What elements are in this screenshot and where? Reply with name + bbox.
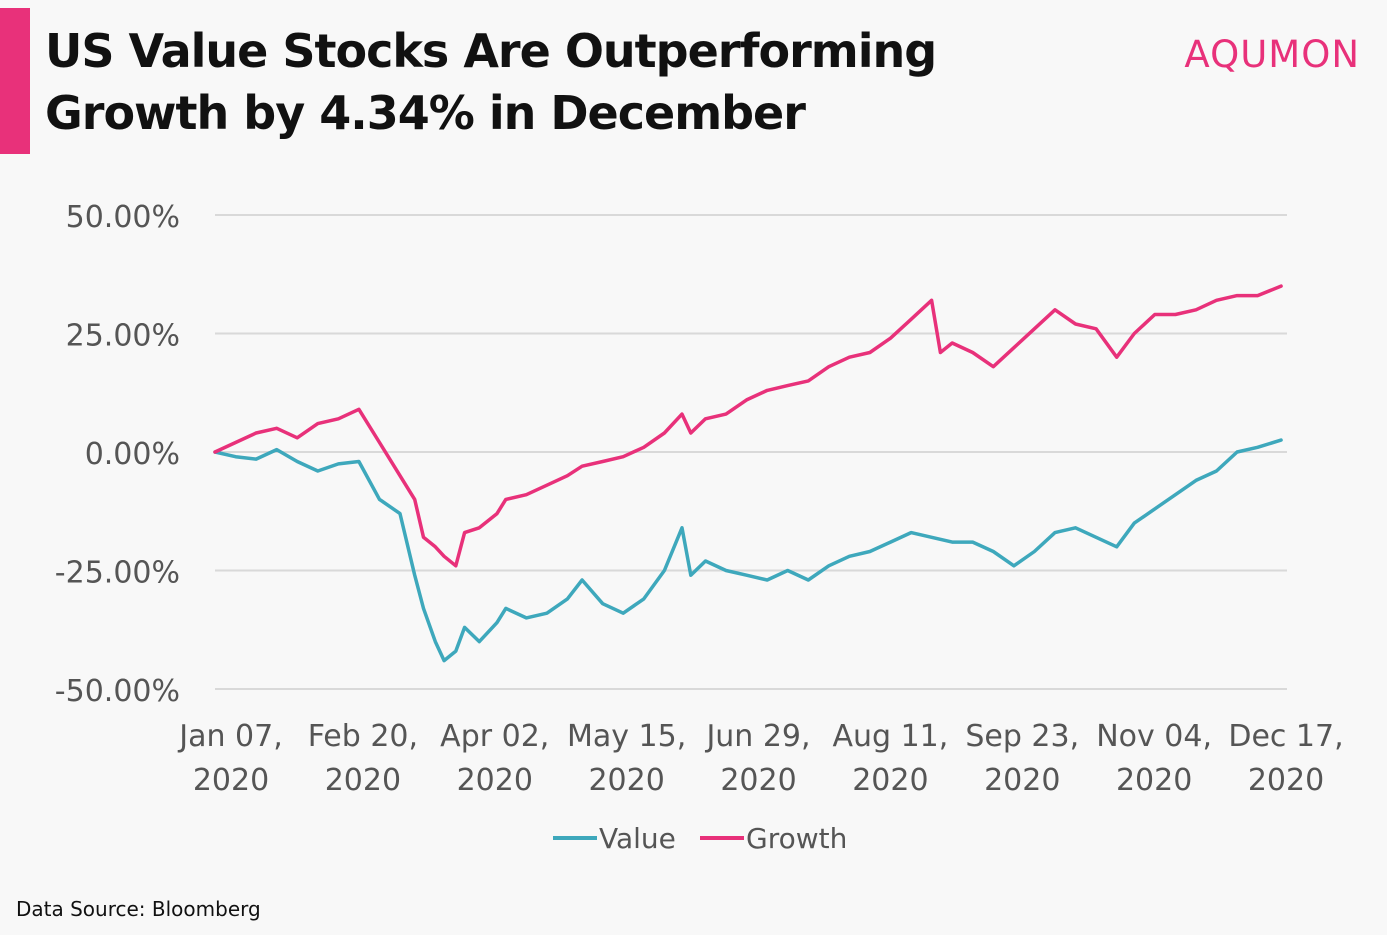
x-tick-label: Aug 11, bbox=[832, 719, 948, 754]
x-tick-label: 2020 bbox=[852, 763, 928, 798]
x-tick-label: 2020 bbox=[588, 763, 664, 798]
y-tick-label: 0.00% bbox=[85, 437, 180, 472]
legend-label: Value bbox=[599, 822, 676, 855]
y-tick-label: -25.00% bbox=[55, 556, 180, 591]
x-tick-label: Sep 23, bbox=[965, 719, 1079, 754]
x-tick-label: May 15, bbox=[567, 719, 686, 754]
x-tick-label: Jan 07, bbox=[177, 719, 283, 754]
series-line-value bbox=[213, 438, 1283, 663]
title-accent-bar bbox=[0, 8, 30, 154]
x-tick-label: Jun 29, bbox=[704, 719, 810, 754]
x-tick-label: 2020 bbox=[1116, 763, 1192, 798]
y-tick-label: -50.00% bbox=[55, 674, 180, 709]
x-tick-label: 2020 bbox=[193, 763, 269, 798]
x-tick-label: 2020 bbox=[984, 763, 1060, 798]
y-tick-label: 50.00% bbox=[66, 200, 180, 235]
chart-title-line-2: Growth by 4.34% in December bbox=[45, 86, 806, 140]
x-tick-label: 2020 bbox=[1248, 763, 1324, 798]
x-tick-label: 2020 bbox=[720, 763, 796, 798]
chart-title-line-1: US Value Stocks Are Outperforming bbox=[45, 24, 937, 78]
x-tick-label: 2020 bbox=[457, 763, 533, 798]
x-tick-label: Apr 02, bbox=[440, 719, 549, 754]
x-tick-label: Dec 17, bbox=[1228, 719, 1343, 754]
chart-title: US Value Stocks Are Outperforming Growth… bbox=[45, 20, 937, 144]
data-source-note: Data Source: Bloomberg bbox=[16, 897, 261, 921]
y-tick-label: 25.00% bbox=[66, 319, 180, 354]
legend-label: Growth bbox=[746, 822, 847, 855]
series-line-growth bbox=[213, 284, 1283, 568]
x-tick-label: Feb 20, bbox=[308, 719, 418, 754]
x-tick-label: Nov 04, bbox=[1096, 719, 1212, 754]
brand-logo: AQUMON bbox=[1184, 33, 1360, 76]
x-tick-label: 2020 bbox=[325, 763, 401, 798]
